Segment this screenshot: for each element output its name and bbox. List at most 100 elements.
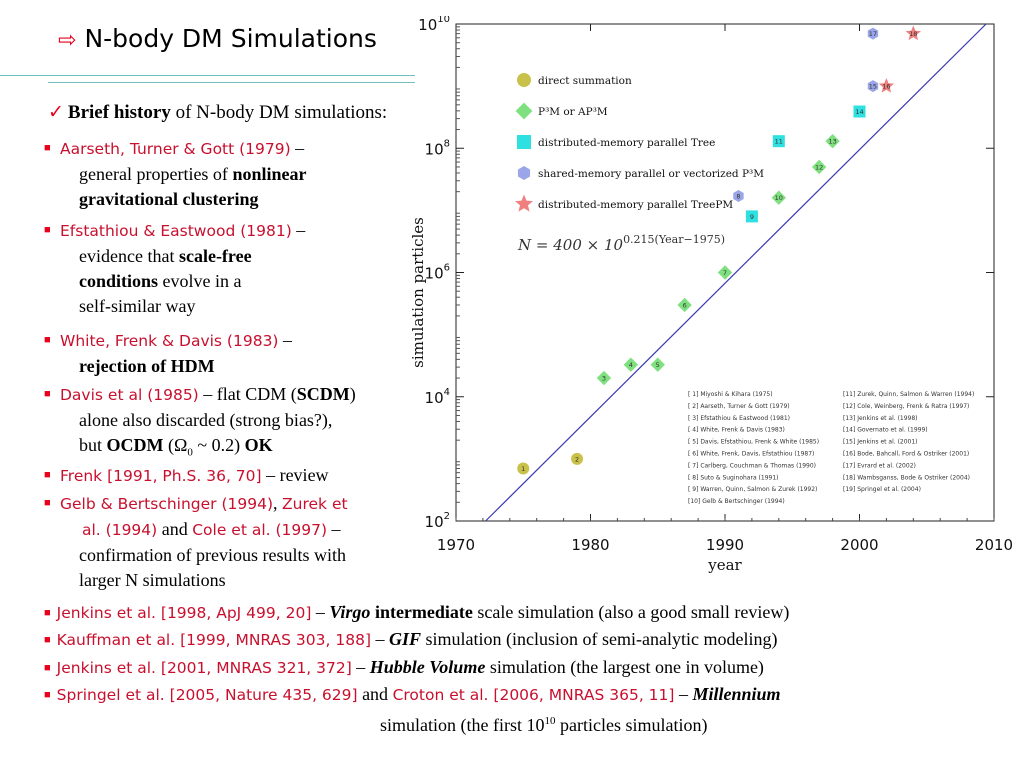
point-15-label: 15 bbox=[869, 83, 877, 91]
bullet-white: ■ White, Frenk & Davis (1983) – rejectio… bbox=[44, 328, 444, 379]
text: general properties of bbox=[79, 164, 233, 184]
bold-text: nonlinear bbox=[232, 164, 307, 184]
bold-text: rejection of HDM bbox=[79, 356, 215, 376]
reference-right: [12] Cole, Weinberg, Frenk & Ratra (1997… bbox=[843, 403, 969, 410]
slide-title: ⇨ N-body DM Simulations bbox=[58, 24, 377, 53]
reference-right: [15] Jenkins et al. (2001) bbox=[843, 439, 918, 446]
point-6-label: 6 bbox=[683, 301, 687, 309]
sim-name: GIF bbox=[389, 629, 422, 649]
legend-label: distributed-memory parallel Tree bbox=[538, 137, 715, 149]
x-tick-label: 2000 bbox=[840, 536, 878, 554]
reference-left: [ 1] Miyoshi & Kihara (1975) bbox=[688, 391, 773, 398]
point-12-label: 12 bbox=[815, 163, 823, 171]
bold-text: scale-free bbox=[178, 246, 252, 266]
dash: – bbox=[290, 138, 305, 158]
y-tick-label: 1010 bbox=[418, 16, 450, 34]
ref-zurek-cont: al. (1994) bbox=[82, 521, 158, 539]
point-18-marker bbox=[905, 25, 922, 41]
ref-jenkins-2001: Jenkins et al. [2001, MNRAS 321, 372] bbox=[56, 659, 352, 677]
arrow-right-icon: ⇨ bbox=[58, 28, 77, 53]
bullet-square-icon: ■ bbox=[44, 334, 51, 346]
y-tick-label: 108 bbox=[425, 138, 450, 158]
bullet-square-icon: ■ bbox=[44, 388, 51, 400]
sim-name: Hubble Volume bbox=[369, 657, 486, 677]
bullet-jenkins-2001: ■ Jenkins et al. [2001, MNRAS 321, 372] –… bbox=[44, 655, 764, 681]
point-12-marker bbox=[811, 159, 827, 175]
x-tick-label: 2010 bbox=[975, 536, 1013, 554]
reference-right: [18] Wambsganss, Bode & Ostriker (2004) bbox=[843, 474, 970, 481]
point-17-marker bbox=[867, 27, 879, 40]
reference-right: [11] Zurek, Quinn, Salmon & Warren (1994… bbox=[843, 391, 974, 398]
point-16-marker bbox=[878, 78, 895, 93]
dash: – bbox=[371, 629, 389, 649]
reference-right: [17] Evrard et al. (2002) bbox=[843, 462, 916, 469]
fit-formula: N = 400 × 100.215(Year−1975) bbox=[517, 233, 725, 254]
bold-text: gravitational clustering bbox=[79, 189, 259, 209]
sim-name: Millennium bbox=[692, 684, 781, 704]
text: – review bbox=[261, 465, 329, 485]
point-8-marker bbox=[733, 190, 744, 203]
y-tick-label: 102 bbox=[425, 511, 450, 531]
point-14-marker bbox=[853, 105, 866, 118]
reference-left: [ 5] Davis, Efstathiou, Frenk & White (1… bbox=[688, 439, 819, 446]
slide-title-text: N-body DM Simulations bbox=[84, 24, 377, 53]
bullet-efstathiou: ■ Efstathiou & Eastwood (1981) – evidenc… bbox=[44, 218, 444, 319]
reference-left: [10] Gelb & Bertschinger (1994) bbox=[688, 498, 785, 505]
dash: – bbox=[278, 330, 292, 350]
text: evidence that bbox=[79, 246, 179, 266]
reference-left: [ 6] White, Frenk, Davis, Efstathiou (19… bbox=[688, 451, 814, 458]
text: evolve in a bbox=[158, 271, 242, 291]
bullet-kauffman: ■ Kauffman et al. [1999, MNRAS 303, 188] … bbox=[44, 627, 777, 653]
reference-left: [ 4] White, Frenk & Davis (1983) bbox=[688, 427, 785, 434]
title-rule-top bbox=[0, 75, 415, 76]
text: ~ 0.2) bbox=[192, 435, 245, 455]
point-7-marker bbox=[717, 265, 733, 280]
point-11-label: 11 bbox=[775, 138, 783, 146]
y-axis-label: simulation particles bbox=[409, 217, 427, 368]
text: and bbox=[357, 684, 393, 704]
reference-right: [14] Governato et al. (1999) bbox=[843, 427, 928, 434]
bold-text: OCDM bbox=[106, 435, 164, 455]
point-15-marker bbox=[867, 80, 879, 93]
reference-left: [ 2] Aarseth, Turner & Gott (1979) bbox=[688, 403, 790, 410]
ref-aarseth: Aarseth, Turner & Gott (1979) bbox=[60, 140, 291, 158]
text: and bbox=[157, 519, 193, 539]
bullet-springel: ■ Springel et al. [2005, Nature 435, 629]… bbox=[44, 682, 780, 708]
legend-marker-hexagon bbox=[517, 166, 531, 180]
reference-left: [ 9] Warren, Quinn, Salmon & Zurek (1992… bbox=[688, 486, 817, 493]
point-13-marker bbox=[825, 133, 840, 149]
bold-text: conditions bbox=[79, 271, 159, 291]
reference-right: [13] Jenkins et al. (1998) bbox=[843, 415, 918, 422]
point-18-label: 18 bbox=[909, 30, 917, 38]
point-2-marker bbox=[571, 452, 584, 465]
particles-vs-year-chart: 1970 1980 1990 2000 20101021041061081010year… bbox=[409, 16, 1013, 574]
bullet-square-icon: ■ bbox=[44, 142, 51, 154]
point-6-marker bbox=[677, 297, 692, 313]
point-9-marker bbox=[745, 210, 758, 223]
x-tick-label: 1980 bbox=[571, 536, 609, 554]
intro-rest: of N-body DM simulations: bbox=[170, 102, 388, 123]
point-2-label: 2 bbox=[575, 455, 579, 463]
text: scale simulation (also a good small revi… bbox=[472, 602, 790, 622]
legend-marker-star bbox=[515, 194, 533, 212]
reference-right: [16] Bode, Bahcall, Ford & Ostriker (200… bbox=[843, 451, 969, 458]
dash: – bbox=[311, 602, 330, 622]
bullet-aarseth: ■ Aarseth, Turner & Gott (1979) – genera… bbox=[44, 136, 444, 212]
point-5-marker bbox=[650, 357, 665, 372]
point-9-label: 9 bbox=[750, 213, 754, 221]
title-rule-bottom bbox=[48, 82, 415, 83]
ref-cole: Cole et al. (1997) bbox=[192, 521, 328, 539]
superscript: 10 bbox=[544, 715, 556, 727]
point-1-marker bbox=[517, 462, 530, 475]
bullet-square-icon: ■ bbox=[44, 662, 51, 674]
text: , bbox=[273, 493, 278, 513]
bullet-square-icon: ■ bbox=[44, 469, 51, 481]
x-tick-label: 1990 bbox=[706, 536, 744, 554]
legend-label: direct summation bbox=[538, 75, 632, 87]
ref-frenk: Frenk [1991, Ph.S. 36, 70] bbox=[60, 467, 262, 485]
legend-marker-diamond bbox=[515, 102, 533, 120]
ref-gelb: Gelb & Bertschinger (1994) bbox=[60, 495, 274, 513]
point-16-label: 16 bbox=[882, 83, 890, 91]
ref-croton: Croton et al. [2006, MNRAS 365, 11] bbox=[392, 686, 675, 704]
ref-kauffman: Kauffman et al. [1999, MNRAS 303, 188] bbox=[56, 631, 371, 649]
